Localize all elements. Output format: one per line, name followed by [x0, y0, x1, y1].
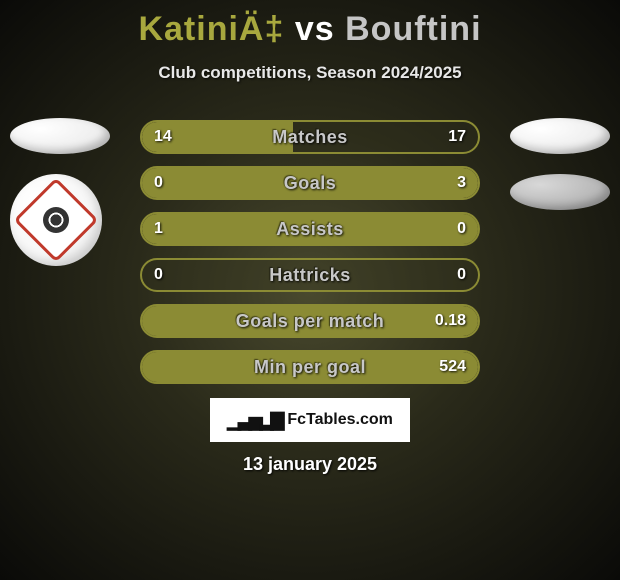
stat-row-min-per-goal: 524Min per goal — [140, 350, 480, 384]
player1-name: KatiniÄ‡ — [138, 10, 284, 48]
stat-label: Goals — [142, 168, 478, 198]
stat-row-goals-per-match: 0.18Goals per match — [140, 304, 480, 338]
stat-row-goals: 03Goals — [140, 166, 480, 200]
stat-row-matches: 1417Matches — [140, 120, 480, 154]
stat-bars: 1417Matches 03Goals 10Assists 00Hattricks 0.… — [140, 120, 480, 396]
fctables-logo[interactable]: ▁▃▅▂▇ FcTables.com — [210, 398, 410, 442]
stat-label: Hattricks — [142, 260, 478, 290]
stat-label: Goals per match — [142, 306, 478, 336]
stat-label: Matches — [142, 122, 478, 152]
date: 13 january 2025 — [0, 454, 620, 475]
player1-club-badge — [10, 174, 102, 266]
player2-club-badge-placeholder — [510, 174, 610, 210]
chart-icon: ▁▃▅▂▇ — [227, 410, 281, 431]
player2-name: Bouftini — [345, 10, 481, 48]
player2-avatar-placeholder — [510, 118, 610, 154]
player2-avatars — [510, 118, 610, 210]
page-title: KatiniÄ‡ vs Bouftini — [0, 0, 620, 49]
vs-text: vs — [295, 10, 335, 48]
subtitle: Club competitions, Season 2024/2025 — [0, 63, 620, 83]
stat-label: Min per goal — [142, 352, 478, 382]
stat-label: Assists — [142, 214, 478, 244]
stat-row-assists: 10Assists — [140, 212, 480, 246]
player1-avatar-placeholder — [10, 118, 110, 154]
stat-row-hattricks: 00Hattricks — [140, 258, 480, 292]
logo-text: FcTables.com — [287, 411, 393, 429]
player1-avatars — [10, 118, 110, 266]
